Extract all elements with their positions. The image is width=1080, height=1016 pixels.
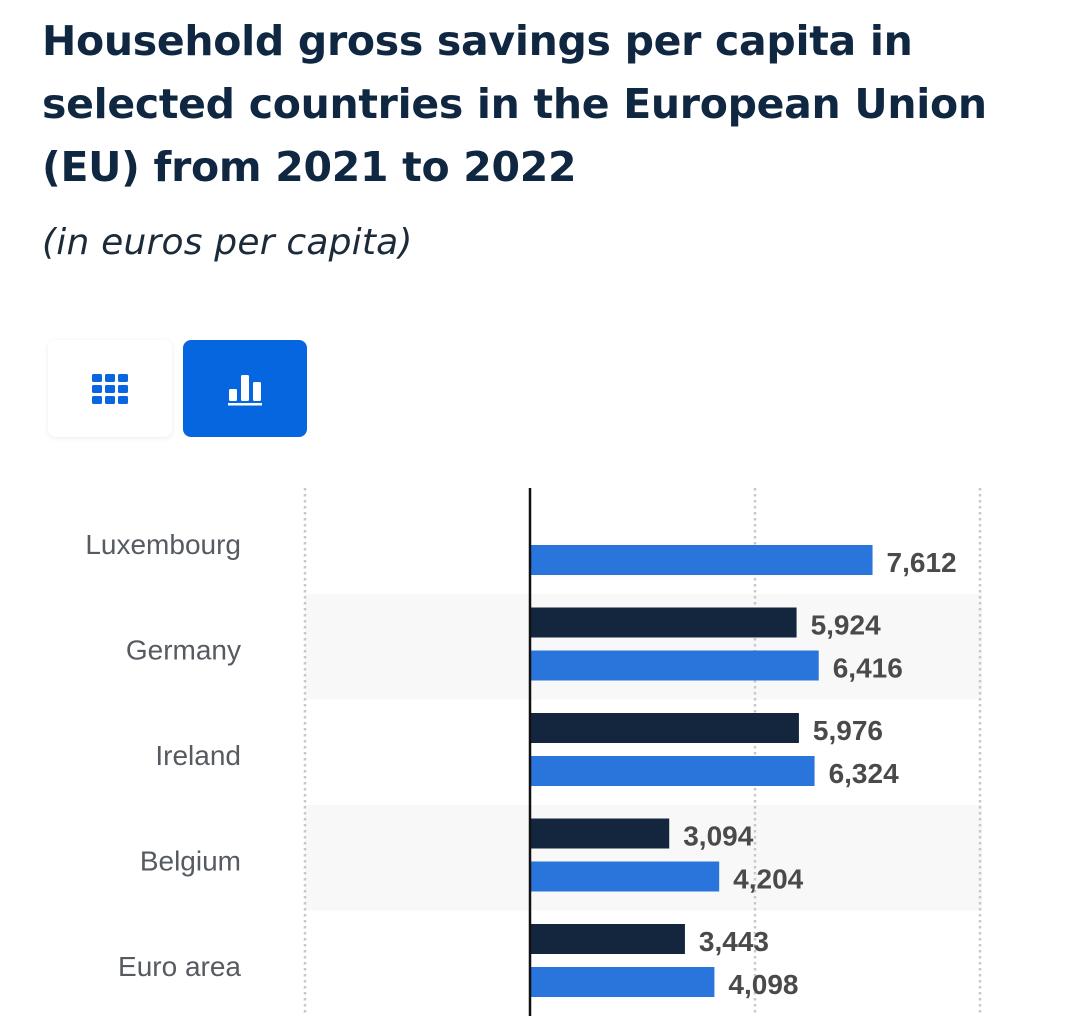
bar-2021 bbox=[530, 713, 799, 743]
value-label: 4,204 bbox=[733, 864, 803, 895]
category-label: Ireland bbox=[155, 740, 241, 771]
category-label: Belgium bbox=[140, 846, 241, 877]
value-label: 4,098 bbox=[728, 969, 798, 1000]
bar-2022 bbox=[530, 756, 815, 786]
value-label: 3,443 bbox=[699, 926, 769, 957]
bar-chart-icon bbox=[228, 374, 262, 405]
value-label: 3,094 bbox=[683, 821, 753, 852]
category-label: Luxembourg bbox=[85, 529, 241, 560]
value-label: 5,924 bbox=[811, 610, 881, 641]
grid-icon bbox=[92, 373, 128, 404]
bar-2021 bbox=[530, 924, 685, 954]
bar-2022 bbox=[530, 545, 873, 575]
bar-2022 bbox=[530, 967, 715, 997]
table-view-button[interactable] bbox=[48, 340, 172, 437]
bar-2021 bbox=[530, 818, 670, 849]
value-label: 6,416 bbox=[833, 653, 903, 684]
value-label: 6,324 bbox=[829, 758, 899, 789]
chart-subtitle: (in euros per capita) bbox=[42, 222, 413, 263]
chart-view-button[interactable] bbox=[183, 340, 307, 437]
category-label: Euro area bbox=[118, 951, 241, 982]
value-label: 7,612 bbox=[887, 547, 957, 578]
bar-2021 bbox=[530, 607, 797, 638]
bar-2022 bbox=[530, 861, 720, 892]
bar-2022 bbox=[530, 650, 819, 681]
category-label: Germany bbox=[126, 635, 241, 666]
value-label: 5,976 bbox=[813, 715, 883, 746]
chart-title: Household gross savings per capita in se… bbox=[42, 17, 987, 191]
